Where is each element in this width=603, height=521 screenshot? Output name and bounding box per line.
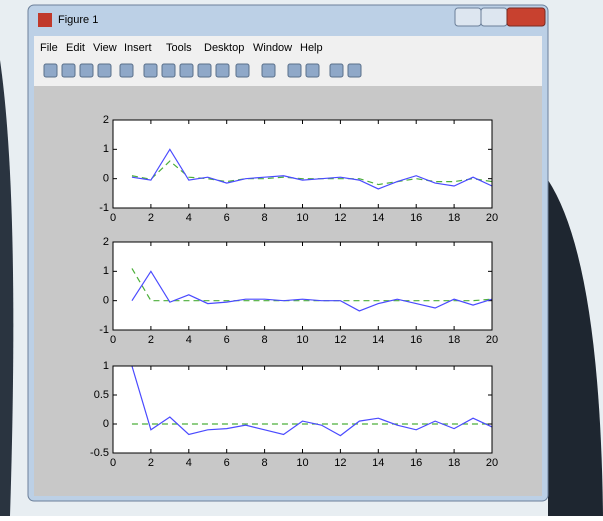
toolbar-button[interactable]	[44, 64, 57, 77]
x-tick-label: 8	[262, 212, 268, 224]
close-button[interactable]	[507, 8, 545, 26]
menu-item[interactable]: File	[40, 42, 58, 54]
y-tick-label: -0.5	[90, 447, 109, 459]
x-tick-label: 18	[448, 457, 460, 469]
x-tick-label: 8	[262, 457, 268, 469]
axes	[113, 120, 492, 208]
x-tick-label: 10	[296, 334, 308, 346]
menu-item[interactable]: View	[93, 42, 117, 54]
y-tick-label: 0	[103, 173, 109, 185]
x-tick-label: 2	[148, 334, 154, 346]
y-tick-label: 0	[103, 418, 109, 430]
toolbar-button[interactable]	[288, 64, 301, 77]
x-tick-label: 14	[372, 212, 384, 224]
toolbar-button[interactable]	[348, 64, 361, 77]
menu-item[interactable]: Help	[300, 42, 323, 54]
x-tick-label: 12	[334, 212, 346, 224]
x-tick-label: 4	[186, 457, 192, 469]
x-tick-label: 16	[410, 212, 422, 224]
x-tick-label: 12	[334, 457, 346, 469]
y-tick-label: 0	[103, 295, 109, 307]
x-tick-label: 2	[148, 457, 154, 469]
x-tick-label: 18	[448, 334, 460, 346]
x-tick-label: 4	[186, 334, 192, 346]
screen: Figure 1 File Edit View Insert Tools Desktop W…	[0, 0, 603, 516]
x-tick-label: 14	[372, 334, 384, 346]
toolbar-button[interactable]	[306, 64, 319, 77]
x-tick-label: 4	[186, 212, 192, 224]
menu-bar: File Edit View Insert Tools Desktop Window Help	[40, 42, 323, 54]
axes	[113, 242, 492, 330]
toolbar-button[interactable]	[98, 64, 111, 77]
toolbar-button[interactable]	[144, 64, 157, 77]
x-tick-label: 6	[224, 212, 230, 224]
app-icon	[38, 13, 52, 27]
toolbar-button[interactable]	[80, 64, 93, 77]
y-tick-label: 2	[103, 114, 109, 126]
x-tick-label: 0	[110, 457, 116, 469]
toolbar-button[interactable]	[62, 64, 75, 77]
x-tick-label: 16	[410, 457, 422, 469]
x-tick-label: 12	[334, 334, 346, 346]
x-tick-label: 20	[486, 334, 498, 346]
y-tick-label: -1	[99, 324, 109, 336]
menu-item[interactable]: Tools	[166, 42, 192, 54]
toolbar-button[interactable]	[330, 64, 343, 77]
x-tick-label: 18	[448, 212, 460, 224]
menu-item[interactable]: Insert	[124, 42, 152, 54]
x-tick-label: 2	[148, 212, 154, 224]
x-tick-label: 10	[296, 212, 308, 224]
minimize-button[interactable]	[455, 8, 481, 26]
x-tick-label: 8	[262, 334, 268, 346]
toolbar-button[interactable]	[162, 64, 175, 77]
y-tick-label: 1	[103, 265, 109, 277]
x-tick-label: 20	[486, 212, 498, 224]
x-tick-label: 16	[410, 334, 422, 346]
x-tick-label: 20	[486, 457, 498, 469]
axes	[113, 366, 492, 453]
maximize-button[interactable]	[481, 8, 507, 26]
y-tick-label: -1	[99, 202, 109, 214]
x-tick-label: 0	[110, 212, 116, 224]
y-tick-label: 1	[103, 360, 109, 372]
toolbar-button[interactable]	[198, 64, 211, 77]
toolbar-button[interactable]	[120, 64, 133, 77]
y-tick-label: 1	[103, 143, 109, 155]
toolbar-button[interactable]	[216, 64, 229, 77]
toolbar	[44, 64, 361, 77]
toolbar-button[interactable]	[236, 64, 249, 77]
y-tick-label: 0.5	[94, 389, 109, 401]
x-tick-label: 6	[224, 457, 230, 469]
x-tick-label: 14	[372, 457, 384, 469]
window-title: Figure 1	[58, 14, 98, 26]
x-tick-label: 0	[110, 334, 116, 346]
menu-item[interactable]: Desktop	[204, 42, 244, 54]
toolbar-button[interactable]	[262, 64, 275, 77]
menu-item[interactable]: Window	[253, 42, 292, 54]
menu-item[interactable]: Edit	[66, 42, 85, 54]
x-tick-label: 6	[224, 334, 230, 346]
y-tick-label: 2	[103, 236, 109, 248]
toolbar-button[interactable]	[180, 64, 193, 77]
x-tick-label: 10	[296, 457, 308, 469]
